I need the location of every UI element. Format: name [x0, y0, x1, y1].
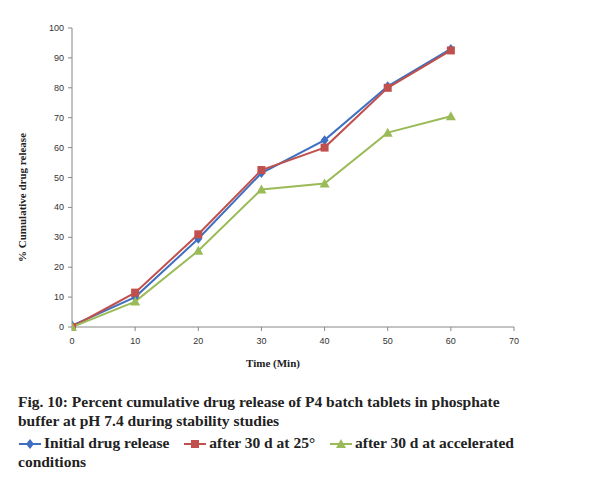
legend-entry: after 30 d at 25°: [183, 434, 315, 451]
data-point: [447, 44, 455, 54]
x-tick: [198, 327, 199, 331]
legend-swatch: [183, 438, 207, 450]
data-point: [384, 84, 392, 92]
x-tick-label: 0: [69, 336, 74, 346]
legend-marker: [336, 439, 346, 448]
legend-marker: [26, 439, 34, 449]
legend: Initial drug release after 30 d at 25° a…: [18, 433, 578, 471]
x-tick: [261, 327, 262, 331]
data-point: [321, 144, 329, 152]
y-tick-label: 30: [54, 232, 64, 242]
series-line: [72, 50, 451, 327]
data-point: [131, 289, 139, 297]
series-line: [72, 49, 451, 326]
y-tick-label: 0: [59, 322, 64, 332]
y-tick-label: 10: [54, 292, 64, 302]
data-point: [194, 230, 202, 238]
data-point: [72, 323, 76, 331]
data-point: [447, 46, 455, 54]
y-tick-label: 80: [54, 83, 64, 93]
y-tick: [68, 207, 72, 208]
x-tick-label: 70: [509, 336, 519, 346]
data-point: [384, 81, 392, 91]
data-point: [193, 246, 203, 255]
y-tick-label: 50: [54, 173, 64, 183]
y-tick-label: 40: [54, 202, 64, 212]
legend-marker: [191, 440, 199, 448]
y-tick: [68, 177, 72, 178]
x-axis: [72, 327, 514, 328]
legend-label: Initial drug release: [44, 434, 169, 451]
x-tick-label: 20: [193, 336, 203, 346]
plot-area: [72, 44, 456, 331]
y-tick: [68, 87, 72, 88]
data-point: [446, 111, 456, 120]
data-point: [130, 297, 140, 306]
x-tick-label: 60: [446, 336, 456, 346]
x-tick-label: 10: [130, 336, 140, 346]
y-tick: [68, 327, 72, 328]
y-tick-label: 90: [54, 53, 64, 63]
legend-swatch: [329, 438, 353, 450]
y-tick: [68, 28, 72, 29]
y-tick: [68, 297, 72, 298]
data-point: [72, 322, 77, 331]
data-point: [320, 178, 330, 187]
x-tick-label: 50: [383, 336, 393, 346]
y-tick-label: 20: [54, 262, 64, 272]
y-tick-label: 60: [54, 143, 64, 153]
data-point: [72, 321, 76, 331]
x-tick: [450, 327, 451, 331]
caption: Fig. 10: Percent cumulative drug release…: [18, 392, 518, 430]
x-tick-label: 30: [256, 336, 266, 346]
x-tick: [135, 327, 136, 331]
x-tick-label: 40: [320, 336, 330, 346]
data-point: [383, 128, 393, 137]
x-tick: [324, 327, 325, 331]
x-tick: [514, 327, 515, 331]
y-tick: [68, 117, 72, 118]
legend-label: after 30 d at 25°: [209, 434, 315, 451]
y-tick: [68, 267, 72, 268]
x-axis-label: Time (Min): [246, 357, 300, 370]
legend-entry: Initial drug release: [18, 434, 169, 451]
y-tick: [68, 57, 72, 58]
y-tick: [68, 237, 72, 238]
y-tick-label: 70: [54, 113, 64, 123]
y-tick-label: 100: [49, 23, 64, 33]
series-line: [72, 116, 451, 327]
data-point: [257, 166, 265, 174]
data-point: [256, 184, 266, 193]
y-tick: [68, 147, 72, 148]
x-tick: [387, 327, 388, 331]
y-axis-label: % Cumulative drug release: [16, 133, 28, 262]
legend-swatch: [18, 438, 42, 450]
